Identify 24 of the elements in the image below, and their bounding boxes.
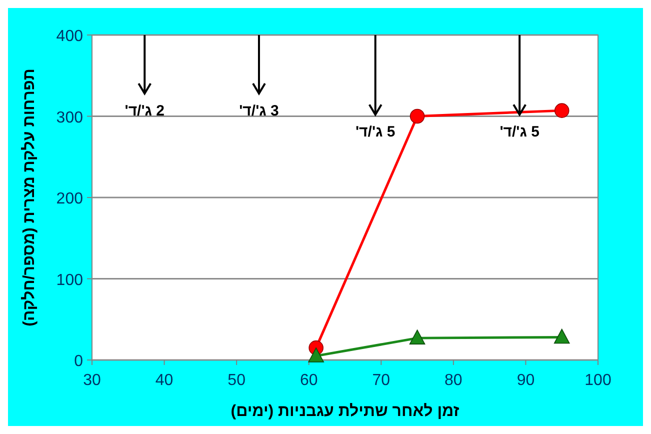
x-tick-label: 70 <box>372 372 390 389</box>
point <box>409 330 426 344</box>
annotation: 5 ג'/ד' <box>500 124 540 141</box>
x-tick-label: 100 <box>584 372 612 389</box>
x-tick-label: 90 <box>516 372 535 389</box>
y-tick-label: 100 <box>56 272 84 289</box>
y-tick-label: 300 <box>56 109 84 126</box>
annotation: 5 ג'/ד' <box>355 124 396 141</box>
x-tick-label: 30 <box>83 372 101 389</box>
y-tick-label: 0 <box>74 353 84 370</box>
y-tick-label: 400 <box>56 28 84 45</box>
x-tick-label: 40 <box>155 372 174 389</box>
annotation: 2 ג'/ד' <box>124 102 164 120</box>
point <box>410 108 425 124</box>
y-axis-title: תפרחות עלקת מצרית (מספר/חלקה) <box>20 68 38 326</box>
annotation: 3 ג'/ד' <box>239 102 279 120</box>
x-tick-label: 50 <box>228 372 246 389</box>
x-tick-label: 80 <box>444 372 462 389</box>
x-tick-label: 60 <box>300 372 318 389</box>
x-axis-title: זמן לאחר שתילת עגבניות (ימים) <box>230 402 460 420</box>
y-tick-label: 200 <box>56 190 84 208</box>
point <box>554 103 570 118</box>
point <box>308 348 324 362</box>
point <box>554 328 570 344</box>
